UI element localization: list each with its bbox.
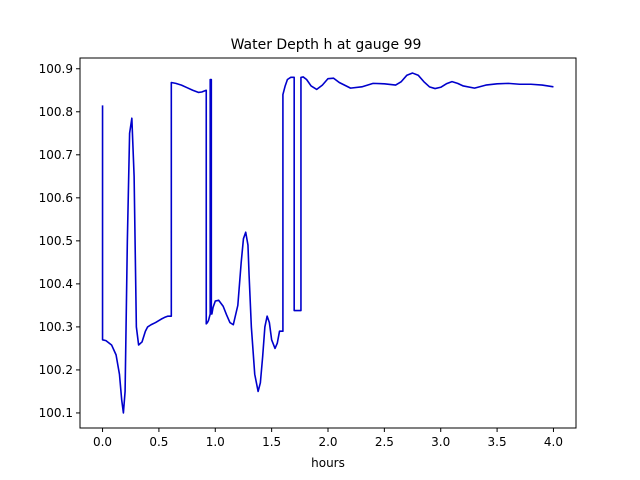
x-tick-label: 0.0 [93, 435, 112, 449]
y-tick-label: 100.8 [39, 105, 73, 119]
plot-area [101, 72, 554, 414]
y-tick-label: 100.2 [39, 363, 73, 377]
x-tick-label: 2.5 [375, 435, 394, 449]
y-tick-label: 100.6 [39, 191, 73, 205]
x-tick-label: 1.0 [206, 435, 225, 449]
x-axis-label: hours [311, 456, 345, 470]
y-tick-label: 100.5 [39, 234, 73, 248]
chart-title: Water Depth h at gauge 99 [231, 37, 422, 53]
x-tick-label: 1.5 [262, 435, 281, 449]
y-tick-label: 100.9 [39, 62, 73, 76]
y-tick-label: 100.3 [39, 320, 73, 334]
y-tick-label: 100.4 [39, 277, 73, 291]
x-axis: 0.0 0.5 1.0 1.5 2.0 2.5 3.0 3.5 4.0 [93, 428, 563, 449]
y-axis: 100.1 100.2 100.3 100.4 100.5 100.6 100.7 100.8… [39, 62, 80, 420]
x-tick-label: 3.0 [431, 435, 450, 449]
x-tick-label: 3.5 [488, 435, 507, 449]
x-tick-label: 2.0 [318, 435, 337, 449]
x-tick-label: 4.0 [544, 435, 563, 449]
series-line-0 [101, 72, 554, 414]
x-tick-label: 0.5 [149, 435, 168, 449]
axes-frame [79, 57, 577, 429]
y-tick-label: 100.7 [39, 148, 73, 162]
y-tick-label: 100.1 [39, 406, 73, 420]
